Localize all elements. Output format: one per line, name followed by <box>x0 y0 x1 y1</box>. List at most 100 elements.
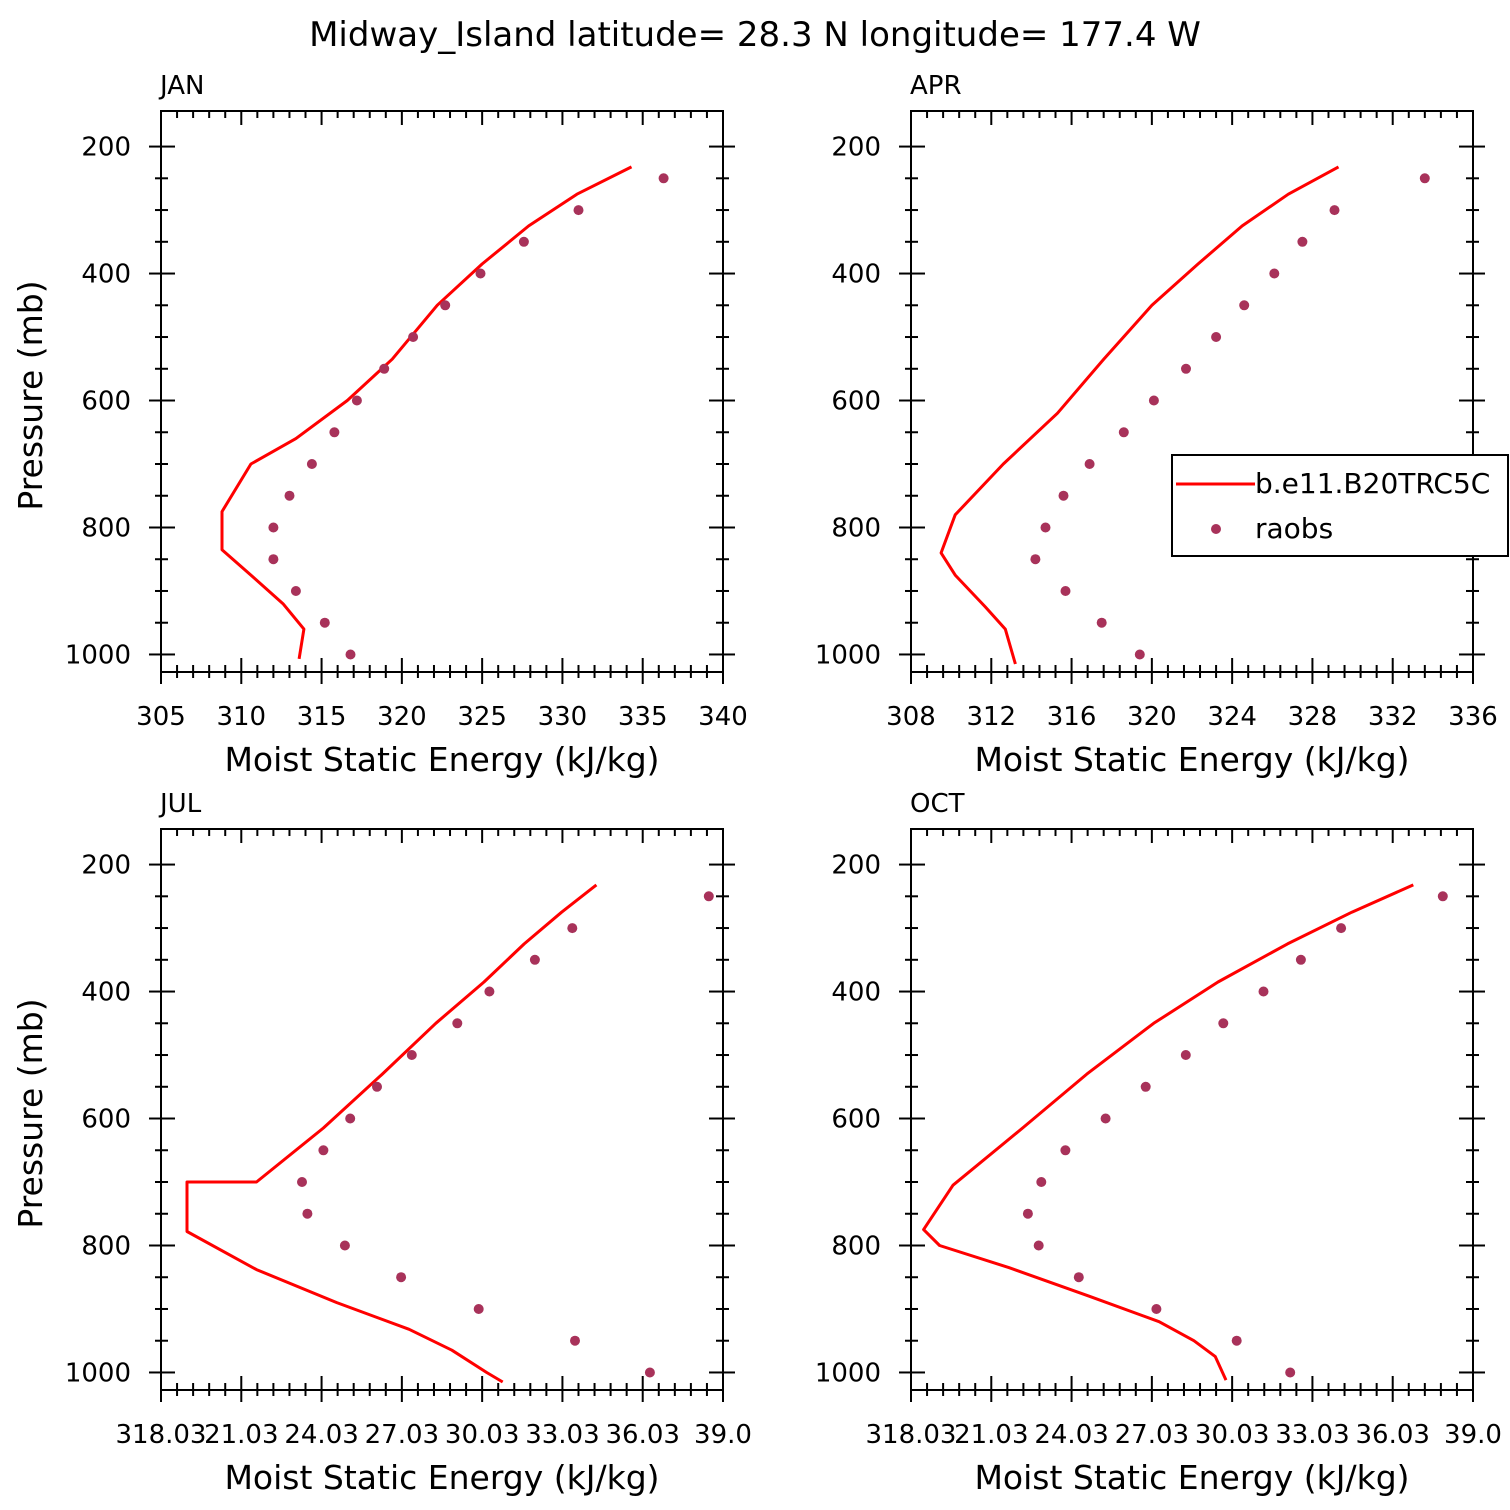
raobs-point-jan <box>268 522 279 533</box>
y-tick-label-jul: 600 <box>81 1105 131 1135</box>
raobs-point-jan <box>290 586 301 596</box>
raobs-point-jan <box>345 649 356 660</box>
raobs-point-apr <box>1297 236 1308 247</box>
raobs-point-jan <box>268 554 279 565</box>
raobs-point-apr <box>1239 300 1250 311</box>
model-profile-line-jan <box>220 165 633 660</box>
raobs-point-apr <box>1181 363 1191 374</box>
legend: b.e11.B20TRC5C raobs <box>1171 454 1509 557</box>
x-tick-label-apr: 308 <box>886 702 936 732</box>
model-profile-line-jul <box>185 883 598 1384</box>
raobs-point-oct <box>1151 1304 1162 1314</box>
x-tick-label-jan: 340 <box>698 702 748 732</box>
raobs-point-apr <box>1060 586 1071 596</box>
raobs-point-jul <box>473 1304 484 1314</box>
raobs-point-jul <box>345 1113 356 1124</box>
panel-title-jan: JAN <box>158 71 204 101</box>
legend-model-label: b.e11.B20TRC5C <box>1255 467 1490 500</box>
y-axis-label-jan: Pressure (mb) <box>11 280 50 510</box>
raobs-point-oct <box>1180 1050 1191 1060</box>
legend-obs-label: raobs <box>1255 512 1333 545</box>
panel-title-jul: JUL <box>158 789 202 819</box>
raobs-point-apr <box>1134 649 1145 660</box>
raobs-point-oct <box>1140 1081 1151 1092</box>
raobs-point-apr <box>1084 459 1095 469</box>
model-profile-line-apr <box>939 165 1340 665</box>
y-tick-label-jul: 200 <box>81 851 131 881</box>
y-tick-label-jan: 1000 <box>65 640 131 670</box>
y-tick-label-jan: 400 <box>81 260 131 290</box>
panel-apr: APR 308 312 316 320 324 328 332 336 200 400 600 800… <box>815 71 1498 779</box>
raobs-point-apr <box>1148 395 1159 406</box>
x-tick-label-jan: 310 <box>216 702 266 732</box>
raobs-point-apr <box>1118 427 1129 438</box>
raobs-point-apr <box>1040 522 1051 533</box>
y-tick-label-oct: 600 <box>831 1105 881 1135</box>
raobs-point-oct <box>1231 1335 1242 1346</box>
x-axis-label-jan: Moist Static Energy (kJ/kg) <box>224 740 659 779</box>
y-tick-label-jan: 800 <box>81 513 131 543</box>
raobs-point-jan <box>306 459 317 469</box>
raobs-point-apr <box>1329 205 1340 216</box>
raobs-point-oct <box>1036 1177 1047 1187</box>
plot-frame-oct <box>910 828 1474 1391</box>
raobs-point-jul <box>297 1177 307 1187</box>
panel-jan: JAN 305 310 315 320 325 330 335 340 200 400 600 800… <box>11 71 748 779</box>
y-tick-label-apr: 1000 <box>815 640 881 670</box>
x-tick-label-jul: 30.03 <box>445 1420 519 1450</box>
x-tick-label-jan: 335 <box>618 702 668 732</box>
raobs-point-jul <box>644 1367 655 1378</box>
figure-title: Midway_Island latitude= 28.3 N longitude… <box>309 15 1201 55</box>
x-tick-label-oct: 36.03 <box>1355 1420 1429 1450</box>
y-tick-label-oct: 200 <box>831 851 881 881</box>
y-axis-label-jul: Pressure (mb) <box>11 998 50 1228</box>
y-tick-label-apr: 800 <box>831 513 881 543</box>
x-tick-label-apr: 336 <box>1448 702 1498 732</box>
x-tick-label-jul: 39.0 <box>694 1420 752 1450</box>
raobs-point-jul <box>406 1050 417 1060</box>
y-tick-label-oct: 800 <box>831 1231 881 1261</box>
x-tick-label-apr: 312 <box>966 702 1016 732</box>
x-tick-label-jul: 36.03 <box>605 1420 679 1450</box>
raobs-point-jan <box>408 332 419 342</box>
raobs-point-jul <box>302 1208 313 1219</box>
y-tick-label-oct: 1000 <box>815 1358 881 1388</box>
x-tick-label-apr: 332 <box>1368 702 1418 732</box>
raobs-point-jan <box>658 173 669 184</box>
raobs-point-jan <box>319 617 330 628</box>
raobs-point-oct <box>1258 986 1269 997</box>
raobs-point-jul <box>529 954 540 965</box>
raobs-point-jan <box>518 236 529 247</box>
raobs-point-jul <box>396 1272 407 1283</box>
x-tick-label-oct: 33.03 <box>1275 1420 1349 1450</box>
x-tick-label-oct: 21.03 <box>954 1420 1028 1450</box>
raobs-point-jan <box>379 363 390 374</box>
raobs-point-oct <box>1437 891 1448 902</box>
x-tick-label-oct: 39.0 <box>1444 1420 1502 1450</box>
raobs-point-apr <box>1058 490 1069 501</box>
x-tick-label-apr: 324 <box>1207 702 1257 732</box>
raobs-point-jul <box>318 1145 329 1156</box>
x-axis-label-oct: Moist Static Energy (kJ/kg) <box>974 1458 1409 1497</box>
plot-frame-apr <box>910 110 1474 673</box>
raobs-point-jan <box>440 300 451 311</box>
raobs-point-apr <box>1419 173 1430 184</box>
raobs-point-oct <box>1060 1145 1071 1156</box>
raobs-point-oct <box>1033 1240 1044 1251</box>
raobs-point-jul <box>703 891 714 902</box>
y-tick-label-apr: 200 <box>831 133 881 163</box>
raobs-point-apr <box>1211 332 1222 342</box>
raobs-point-jul <box>484 986 495 997</box>
x-tick-label-jul: 27.03 <box>365 1420 439 1450</box>
y-tick-label-jan: 600 <box>81 387 131 417</box>
x-tick-label-jan: 315 <box>297 702 347 732</box>
model-profile-line-oct <box>922 883 1414 1381</box>
raobs-point-jan <box>573 205 584 216</box>
raobs-point-jul <box>570 1335 580 1346</box>
x-tick-label-jul: 24.03 <box>284 1420 358 1450</box>
raobs-point-apr <box>1096 617 1107 628</box>
y-tick-label-apr: 600 <box>831 387 881 417</box>
x-axis-label-jul: Moist Static Energy (kJ/kg) <box>224 1458 659 1497</box>
